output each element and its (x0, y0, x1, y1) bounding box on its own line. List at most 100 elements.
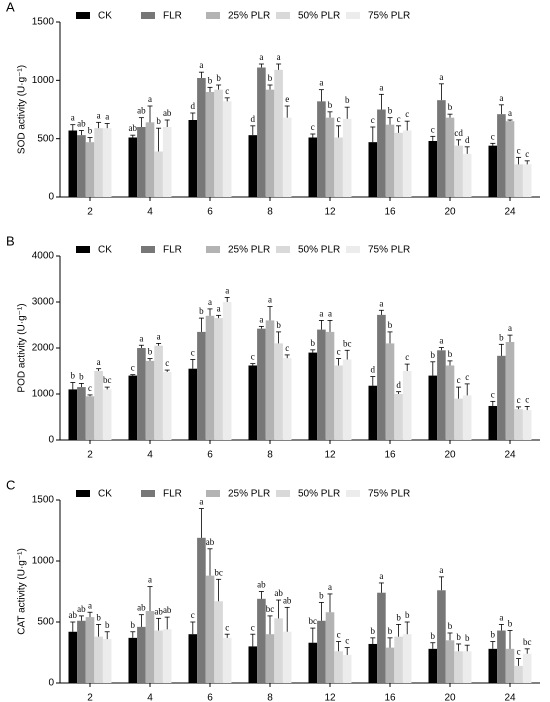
significance-letter: d (465, 135, 470, 145)
bar (214, 318, 223, 440)
error-bar (327, 593, 333, 613)
significance-letter: a (277, 52, 281, 62)
bar (248, 135, 258, 197)
error-bar (524, 648, 530, 654)
bar (102, 639, 112, 683)
bar (248, 646, 258, 683)
bar (137, 626, 146, 683)
bar (514, 164, 523, 197)
significance-letter: a (499, 93, 503, 103)
significance-letter: ab (154, 606, 163, 616)
bar (497, 114, 506, 197)
significance-letter: ab (137, 106, 146, 116)
error-bar (336, 125, 342, 138)
error-bar (336, 641, 342, 652)
significance-letter: b (216, 73, 221, 83)
bar (205, 315, 215, 440)
x-tick-label: 4 (147, 450, 153, 461)
bar (428, 375, 438, 440)
significance-letter: a (259, 52, 263, 62)
bar (437, 100, 446, 197)
error-bar (430, 642, 436, 649)
bar (368, 643, 378, 683)
significance-letter: c (251, 352, 255, 362)
error-bar (130, 374, 136, 376)
bar (154, 151, 163, 197)
bar (394, 636, 403, 683)
significance-letter: a (105, 112, 109, 122)
bar (394, 394, 403, 440)
legend-swatch (206, 490, 220, 497)
legend-label: 25% PLR (228, 245, 270, 256)
significance-letter: b (499, 332, 504, 342)
bar (437, 590, 446, 683)
legend-label: FLR (163, 245, 182, 256)
significance-letter: b (319, 591, 324, 601)
legend-label: 25% PLR (228, 11, 270, 22)
panel-label: C (6, 477, 15, 492)
x-tick-label: 8 (267, 207, 273, 218)
error-bar (224, 296, 230, 302)
significance-letter: c (525, 394, 529, 404)
significance-letter: a (148, 94, 152, 104)
significance-letter: c (457, 375, 461, 385)
error-bar (524, 160, 530, 165)
significance-letter: b (199, 306, 204, 316)
error-bar (396, 391, 402, 394)
significance-letter: b (208, 75, 213, 85)
bar (377, 109, 386, 197)
bar (522, 653, 532, 683)
y-axis-label: CAT activity (U·g⁻¹) (17, 548, 28, 635)
x-tick-label: 2 (87, 693, 93, 702)
bar (342, 359, 352, 440)
error-bar (147, 358, 153, 361)
significance-letter: a (148, 575, 152, 585)
error-bar (164, 616, 170, 630)
bar (94, 371, 103, 440)
significance-letter: bc (309, 616, 318, 626)
error-bar (516, 406, 522, 410)
legend-label: FLR (163, 489, 182, 500)
legend-swatch (206, 12, 220, 19)
bar (454, 651, 463, 683)
bar (377, 314, 386, 440)
error-bar (498, 624, 504, 631)
error-bar (207, 548, 213, 576)
error-bar (216, 314, 222, 319)
error-bar (104, 386, 110, 390)
bar (188, 120, 198, 197)
bar (385, 647, 395, 683)
error-bar (87, 611, 93, 618)
error-bar (70, 621, 76, 632)
error-bar (147, 105, 153, 123)
bar (385, 124, 395, 197)
bar (282, 631, 292, 683)
significance-letter: b (328, 100, 333, 110)
significance-letter: bc (214, 567, 223, 577)
y-tick-label: 2000 (32, 343, 55, 354)
error-bar (78, 615, 84, 621)
bar (265, 320, 275, 440)
y-tick-label: 0 (48, 678, 54, 689)
bar (222, 101, 232, 197)
legend-swatch (141, 12, 155, 19)
legend-label: CK (98, 245, 112, 256)
bar (522, 164, 532, 197)
bar (308, 642, 318, 683)
bar (128, 637, 138, 683)
x-tick-label: 2 (87, 207, 93, 218)
bar (368, 142, 378, 197)
bar (282, 358, 292, 440)
error-bar (464, 383, 470, 396)
legend-label: 50% PLR (298, 489, 340, 500)
error-bar (318, 89, 324, 102)
significance-letter: a (379, 298, 383, 308)
error-bar (378, 582, 384, 593)
bar (334, 137, 343, 197)
error-bar (267, 615, 273, 635)
x-tick-label: 8 (267, 450, 273, 461)
error-bar (250, 125, 256, 136)
x-tick-label: 20 (444, 693, 456, 702)
bar (497, 630, 506, 683)
error-bar (207, 308, 213, 316)
